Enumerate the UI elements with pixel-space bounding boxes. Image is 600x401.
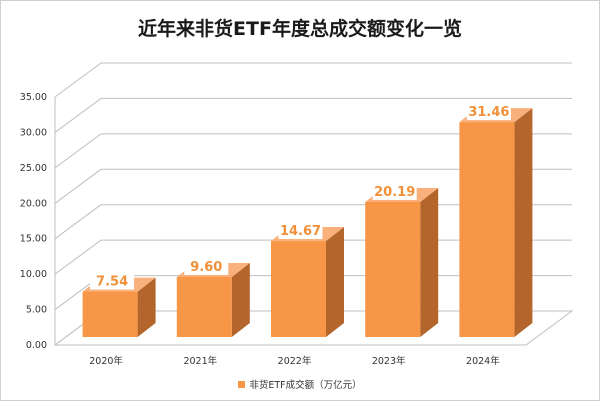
x-category-label: 2021年 [183,355,217,367]
y-tick-label: 5.00 [26,305,47,316]
bar-front [176,276,232,337]
bar-side [420,187,439,337]
data-label-bg [90,272,135,290]
chart-legend: 非货ETF成交额（万亿元） [0,377,600,391]
y-tick-label: 20.00 [20,198,47,209]
bar-side [231,262,250,337]
gridline-depth [54,133,102,169]
data-label: 20.19 [374,185,415,200]
data-label: 14.67 [280,224,321,239]
bar-front [82,291,138,337]
bar [459,108,533,337]
gridline-depth [54,204,102,240]
gridline-depth [54,239,102,275]
y-tick-label: 0.00 [26,340,47,351]
y-tick-label: 30.00 [20,127,47,138]
bar-front [271,241,326,337]
y-tick-label: 35.00 [20,92,47,103]
y-tick-label: 10.00 [20,269,47,280]
data-label-bg [466,103,511,121]
bar [365,187,439,337]
bar-front [459,122,515,337]
legend-swatch [238,380,246,388]
data-label: 9.60 [190,260,222,275]
data-label-bg [372,182,417,200]
y-tick-label: 15.00 [20,234,47,245]
bar-side [326,227,344,337]
bar-side [514,108,533,337]
x-category-label: 2024年 [466,355,500,367]
gridline-depth [54,98,102,133]
bar-side [137,277,156,337]
gridline-depth [54,62,102,98]
chart-title: 近年来非货ETF年度总成交额变化一览 [138,18,462,40]
gridline-depth [54,168,102,204]
data-label-bg [278,222,323,240]
data-label-bg [184,257,229,275]
x-category-label: 2022年 [278,355,312,367]
data-label: 31.46 [468,105,509,120]
x-category-label: 2020年 [89,355,123,367]
legend-label: 非货ETF成交额（万亿元） [249,380,362,391]
data-label: 7.54 [96,275,128,290]
x-category-label: 2023年 [372,355,406,367]
bar-front [365,201,421,337]
bar [271,227,344,337]
y-tick-label: 25.00 [20,163,47,174]
